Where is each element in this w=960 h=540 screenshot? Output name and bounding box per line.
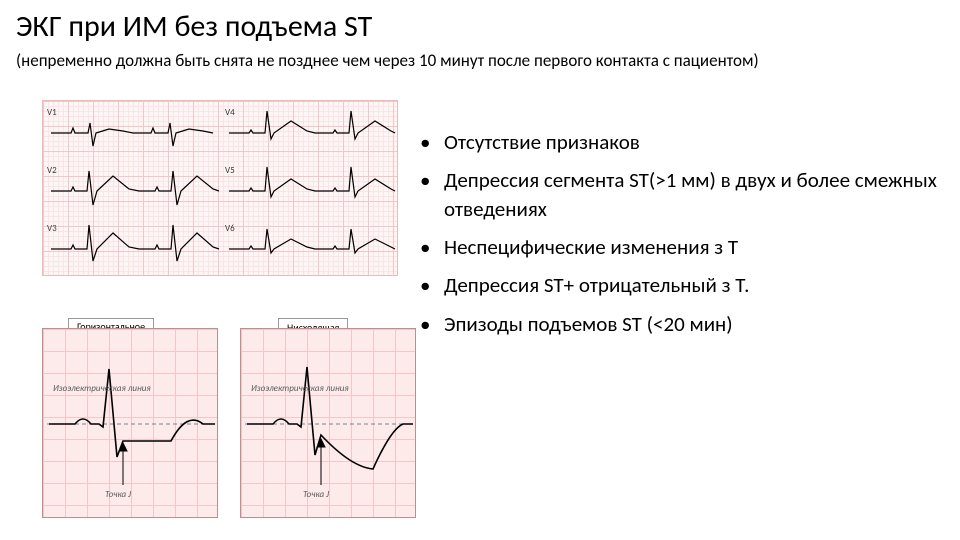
ecg-downsloping-depression: Изоэлектрическая линия Точка J xyxy=(240,328,416,518)
ecg-six-traces xyxy=(43,101,399,277)
ecg-six-lead-panel: V1 V4 V2 V5 V3 V6 xyxy=(42,100,398,276)
lead-label: V6 xyxy=(225,223,235,234)
bullet-item: Отсутствие признаков xyxy=(420,128,940,156)
slide-subtitle: (непременно должна быть снята не позднее… xyxy=(16,50,759,71)
j-point-label: Точка J xyxy=(105,489,131,500)
iso-label: Изоэлектрическая линия xyxy=(251,383,349,394)
bullet-item: Неспецифические изменения з Т xyxy=(420,233,940,261)
bullet-item: Эпизоды подъемов ST (<20 мин) xyxy=(420,310,940,338)
slide-title: ЭКГ при ИМ без подъема ST xyxy=(16,8,372,45)
bullet-list: Отсутствие признаков Депрессия сегмента … xyxy=(420,128,940,348)
lead-label: V1 xyxy=(47,107,57,118)
lead-label: V2 xyxy=(47,165,57,176)
bullet-item: Депрессия сегмента ST(>1 мм) в двух и бо… xyxy=(420,166,940,223)
ecg-horizontal-depression: Изоэлектрическая линия Точка J xyxy=(42,328,218,518)
lead-label: V3 xyxy=(47,223,57,234)
lead-label: V5 xyxy=(225,165,235,176)
bullet-item: Депрессия ST+ отрицательный з Т. xyxy=(420,271,940,299)
j-point-label: Точка J xyxy=(303,489,329,500)
lead-label: V4 xyxy=(225,107,235,118)
iso-label: Изоэлектрическая линия xyxy=(53,383,151,394)
